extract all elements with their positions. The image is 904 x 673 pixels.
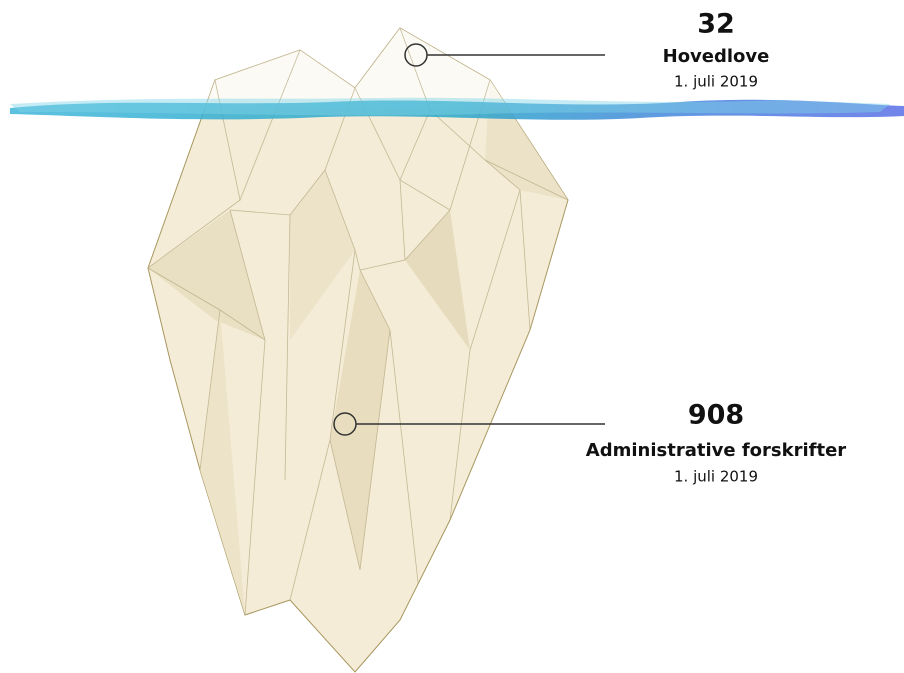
page: 32 Hovedlove 1. juli 2019 908 Administra… — [0, 0, 904, 673]
callout-date: 1. juli 2019 — [674, 73, 758, 91]
callout-number: 908 — [688, 400, 744, 431]
callout-date: 1. juli 2019 — [674, 468, 758, 486]
callout-number: 32 — [697, 9, 735, 40]
infographic: 32 Hovedlove 1. juli 2019 908 Administra… — [0, 0, 904, 673]
callout-label: Administrative forskrifter — [586, 440, 846, 461]
water — [10, 98, 904, 120]
callout-label: Hovedlove — [663, 46, 770, 67]
